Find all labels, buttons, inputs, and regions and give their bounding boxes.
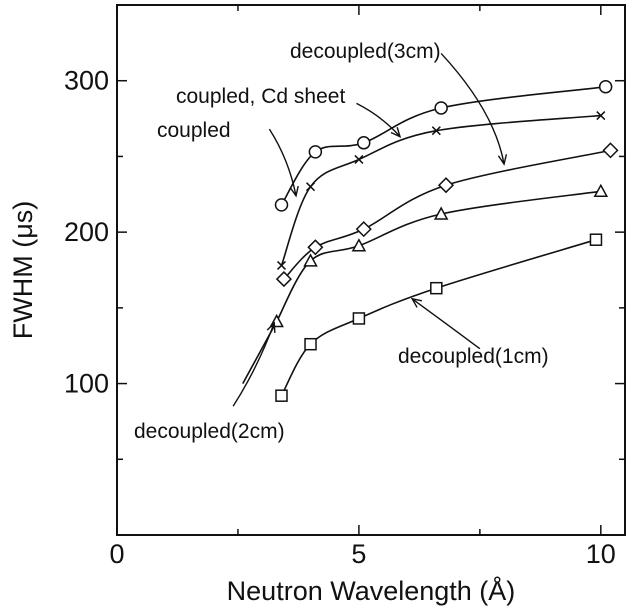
diamond-marker [275,271,292,288]
square-marker [304,337,317,351]
y-axis-title: FWHM (μs) [8,201,38,340]
fit-curve-triangle [276,190,601,322]
fit-curves [242,86,611,397]
diamond-marker [437,177,455,194]
axis-ticks: 0 5 10 100 200 300 [64,5,625,569]
arrow-decoupled-3cm-head [497,154,508,166]
x-marker [354,154,364,164]
x-marker [276,260,287,270]
plot-frame [116,4,626,536]
triangle-marker [303,253,318,267]
circle-marker [434,101,448,115]
x-tick-label: 0 [109,539,124,569]
fit-curve-square [280,238,597,397]
square-marker [430,281,443,295]
triangle-marker [433,206,449,220]
triangle-marker [351,238,367,252]
triangle-marker [593,183,609,198]
annotation-decoupled-3cm: decoupled(3cm) [290,40,441,63]
arrow-decoupled-3cm [440,52,505,165]
diamond-marker [355,221,372,238]
x-marker [431,126,441,136]
fit-curve-circle [280,86,606,206]
arrow-coupled-cd-sheet-head [390,126,402,139]
x-marker [305,182,316,192]
diamond-marker [307,239,324,256]
arrow-coupled-cd-sheet [356,102,401,138]
annotation-decoupled-1cm: decoupled(1cm) [398,345,549,368]
data-markers [269,80,619,402]
square-marker [352,312,366,325]
x-tick-label: 5 [351,539,366,569]
x-axis-title: Neutron Wavelength (Å) [227,575,516,606]
y-tick-label: 300 [64,66,109,96]
square-marker [589,233,603,246]
x-marker [596,111,606,121]
x-tick-label: 10 [586,539,616,569]
arrow-decoupled-1cm [411,298,481,350]
diamond-marker [602,142,619,159]
arrow-coupled-head [289,185,299,198]
arrow-decoupled-2cm-head [266,321,276,334]
arrow-coupled [268,128,297,196]
fit-curve-x [280,114,601,266]
circle-marker [308,145,323,159]
arrow-decoupled-2cm [232,322,275,407]
annotation-coupled-cd-sheet: coupled, Cd sheet [176,85,345,108]
y-tick-label: 100 [64,369,109,399]
circle-marker [356,136,371,150]
arrow-decoupled-1cm-head [410,297,423,308]
circle-marker [274,198,289,212]
annotation-decoupled-2cm: decoupled(2cm) [134,420,285,443]
circle-marker [598,80,613,94]
annotation-coupled: coupled [157,119,231,142]
fit-curve-diamond [283,149,611,280]
y-tick-label: 200 [64,217,109,247]
square-marker [275,389,288,402]
annotation-arrows [232,52,508,407]
